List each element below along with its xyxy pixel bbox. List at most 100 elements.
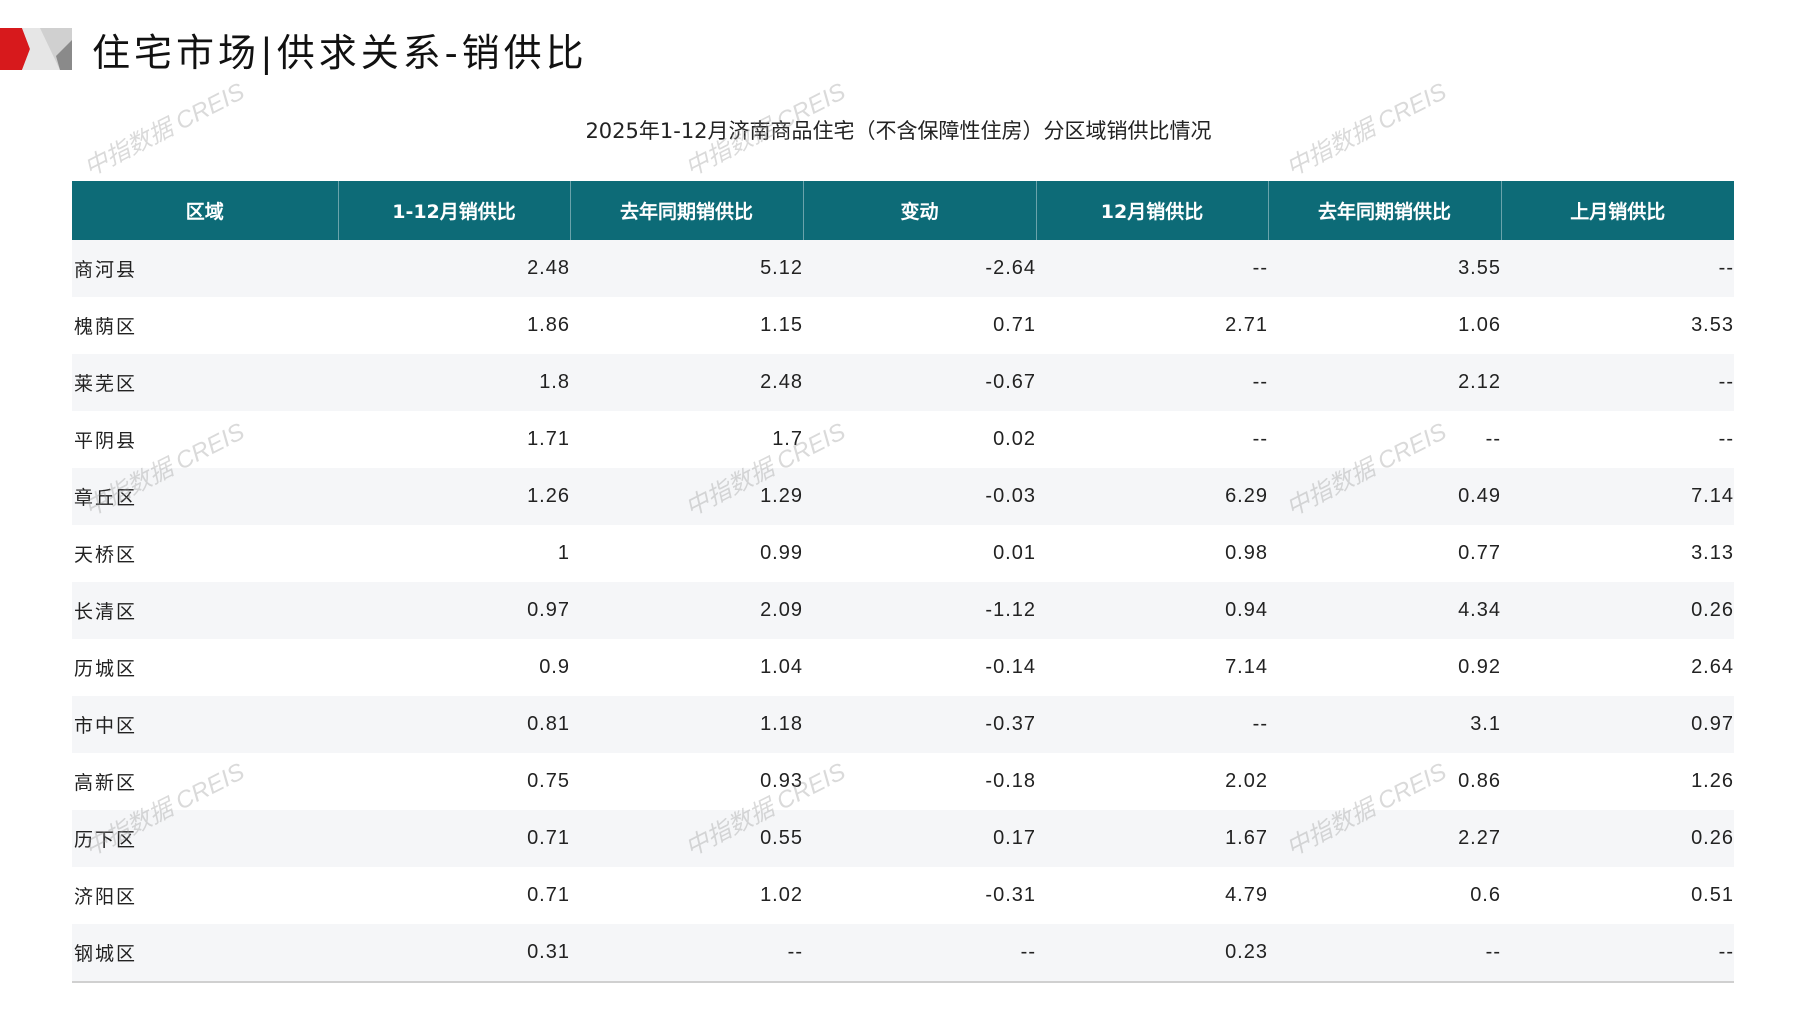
value-cell: -1.12	[803, 582, 1036, 639]
table-row: 高新区 0.75 0.93 -0.18 2.02 0.86 1.26	[72, 753, 1734, 810]
value-cell: -0.37	[803, 696, 1036, 753]
value-cell: 1.86	[527, 314, 570, 336]
region-cell: 钢城区	[72, 924, 338, 983]
value-cell: 1.26	[1691, 770, 1734, 792]
table-row: 商河县 2.48 5.12 -2.64 -- 3.55 --	[72, 240, 1734, 297]
value-cell: --	[1501, 924, 1734, 983]
value-cell: 2.48	[338, 240, 570, 297]
region-cell: 市中区	[72, 696, 338, 753]
value-cell: 0.31	[338, 924, 570, 983]
column-header: 12月销供比	[1035, 181, 1268, 240]
value-cell: 1.7	[772, 428, 803, 450]
value-cell: 2.27	[1268, 810, 1501, 867]
column-header: 去年同期销供比	[1267, 181, 1501, 240]
table-title: 2025年1-12月济南商品住宅（不含保障性住房）分区域销供比情况	[585, 119, 1212, 143]
table-row: 天桥区 1 0.99 0.01 0.98 0.77 3.13	[72, 525, 1734, 582]
value-cell: 7.14	[1501, 468, 1734, 525]
value-cell: 2.64	[1691, 656, 1734, 678]
value-cell: --	[1485, 428, 1501, 450]
column-header: 去年同期销供比	[569, 181, 803, 240]
page-title: 住宅市场|供求关系-销供比	[92, 31, 588, 75]
region-cell: 长清区	[72, 582, 338, 639]
value-cell: 0.86	[1458, 770, 1501, 792]
value-cell: 4.34	[1268, 582, 1501, 639]
value-cell: 1.26	[338, 468, 570, 525]
value-cell: 0.99	[760, 542, 803, 564]
supply-demand-table: 区域 1-12月销供比 去年同期销供比 变动 12月销供比 去年同期销供比 上月销供比 商河…	[72, 181, 1734, 983]
value-cell: 2.09	[570, 582, 803, 639]
value-cell: 3.53	[1691, 314, 1734, 336]
value-cell: 2.48	[570, 354, 803, 411]
value-cell: -0.18	[985, 770, 1036, 792]
table-row: 长清区 0.97 2.09 -1.12 0.94 4.34 0.26	[72, 582, 1734, 639]
table-row: 章丘区 1.26 1.29 -0.03 6.29 0.49 7.14	[72, 468, 1734, 525]
region-cell: 高新区	[74, 772, 138, 794]
value-cell: 0.77	[1458, 542, 1501, 564]
value-cell: -0.14	[985, 656, 1036, 678]
value-cell: 0.6	[1470, 884, 1501, 906]
value-cell: 0.17	[803, 810, 1036, 867]
column-header: 1-12月销供比	[337, 181, 570, 240]
value-cell: 0.26	[1501, 810, 1734, 867]
value-cell: 3.55	[1268, 240, 1501, 297]
value-cell: 1.04	[760, 656, 803, 678]
value-cell: 7.14	[1225, 656, 1268, 678]
value-cell: -0.31	[985, 884, 1036, 906]
value-cell: --	[803, 924, 1036, 983]
value-cell: 0.02	[993, 428, 1036, 450]
region-cell: 章丘区	[72, 468, 338, 525]
value-cell: --	[570, 924, 803, 983]
value-cell: -0.67	[803, 354, 1036, 411]
value-cell: 0.71	[993, 314, 1036, 336]
table-row: 济阳区 0.71 1.02 -0.31 4.79 0.6 0.51	[72, 867, 1734, 924]
region-cell: 莱芜区	[72, 354, 338, 411]
value-cell: 2.02	[1225, 770, 1268, 792]
value-cell: 0.92	[1458, 656, 1501, 678]
value-cell: 0.71	[338, 810, 570, 867]
value-cell: --	[1252, 428, 1268, 450]
value-cell: 1.67	[1036, 810, 1268, 867]
table-row: 历下区 0.71 0.55 0.17 1.67 2.27 0.26	[72, 810, 1734, 867]
value-cell: 2.12	[1268, 354, 1501, 411]
region-cell: 槐荫区	[74, 316, 138, 338]
value-cell: 1.15	[760, 314, 803, 336]
table-row: 平阴县 1.71 1.7 0.02 -- -- --	[72, 411, 1734, 468]
value-cell: --	[1718, 428, 1734, 450]
table-row: 钢城区 0.31 -- -- 0.23 -- --	[72, 924, 1734, 983]
region-cell: 商河县	[72, 240, 338, 297]
value-cell: 0.97	[338, 582, 570, 639]
value-cell: 0.98	[1225, 542, 1268, 564]
column-header: 区域	[72, 181, 338, 240]
table-row: 历城区 0.9 1.04 -0.14 7.14 0.92 2.64	[72, 639, 1734, 696]
value-cell: --	[1036, 354, 1268, 411]
value-cell: --	[1501, 354, 1734, 411]
value-cell: 1.18	[570, 696, 803, 753]
value-cell: --	[1036, 240, 1268, 297]
column-header: 上月销供比	[1500, 181, 1734, 240]
value-cell: --	[1036, 696, 1268, 753]
value-cell: 0.01	[993, 542, 1036, 564]
value-cell: -2.64	[803, 240, 1036, 297]
table-row: 槐荫区 1.86 1.15 0.71 2.71 1.06 3.53	[72, 297, 1734, 354]
value-cell: --	[1501, 240, 1734, 297]
value-cell: 3.13	[1691, 542, 1734, 564]
value-cell: 0.23	[1036, 924, 1268, 983]
value-cell: 0.9	[539, 656, 570, 678]
region-cell: 平阴县	[74, 430, 138, 452]
value-cell: 1.8	[338, 354, 570, 411]
value-cell: 0.81	[338, 696, 570, 753]
value-cell: 0.51	[1691, 884, 1734, 906]
column-header: 变动	[802, 181, 1036, 240]
value-cell: 4.79	[1225, 884, 1268, 906]
value-cell: 2.71	[1225, 314, 1268, 336]
table-row: 市中区 0.81 1.18 -0.37 -- 3.1 0.97	[72, 696, 1734, 753]
value-cell: 6.29	[1036, 468, 1268, 525]
value-cell: -0.03	[803, 468, 1036, 525]
value-cell: 0.55	[570, 810, 803, 867]
brand-logo-icon	[0, 28, 72, 70]
region-cell: 历下区	[72, 810, 338, 867]
value-cell: 1	[557, 542, 570, 564]
region-cell: 历城区	[74, 658, 138, 680]
region-cell: 济阳区	[74, 886, 138, 908]
value-cell: 0.71	[527, 884, 570, 906]
